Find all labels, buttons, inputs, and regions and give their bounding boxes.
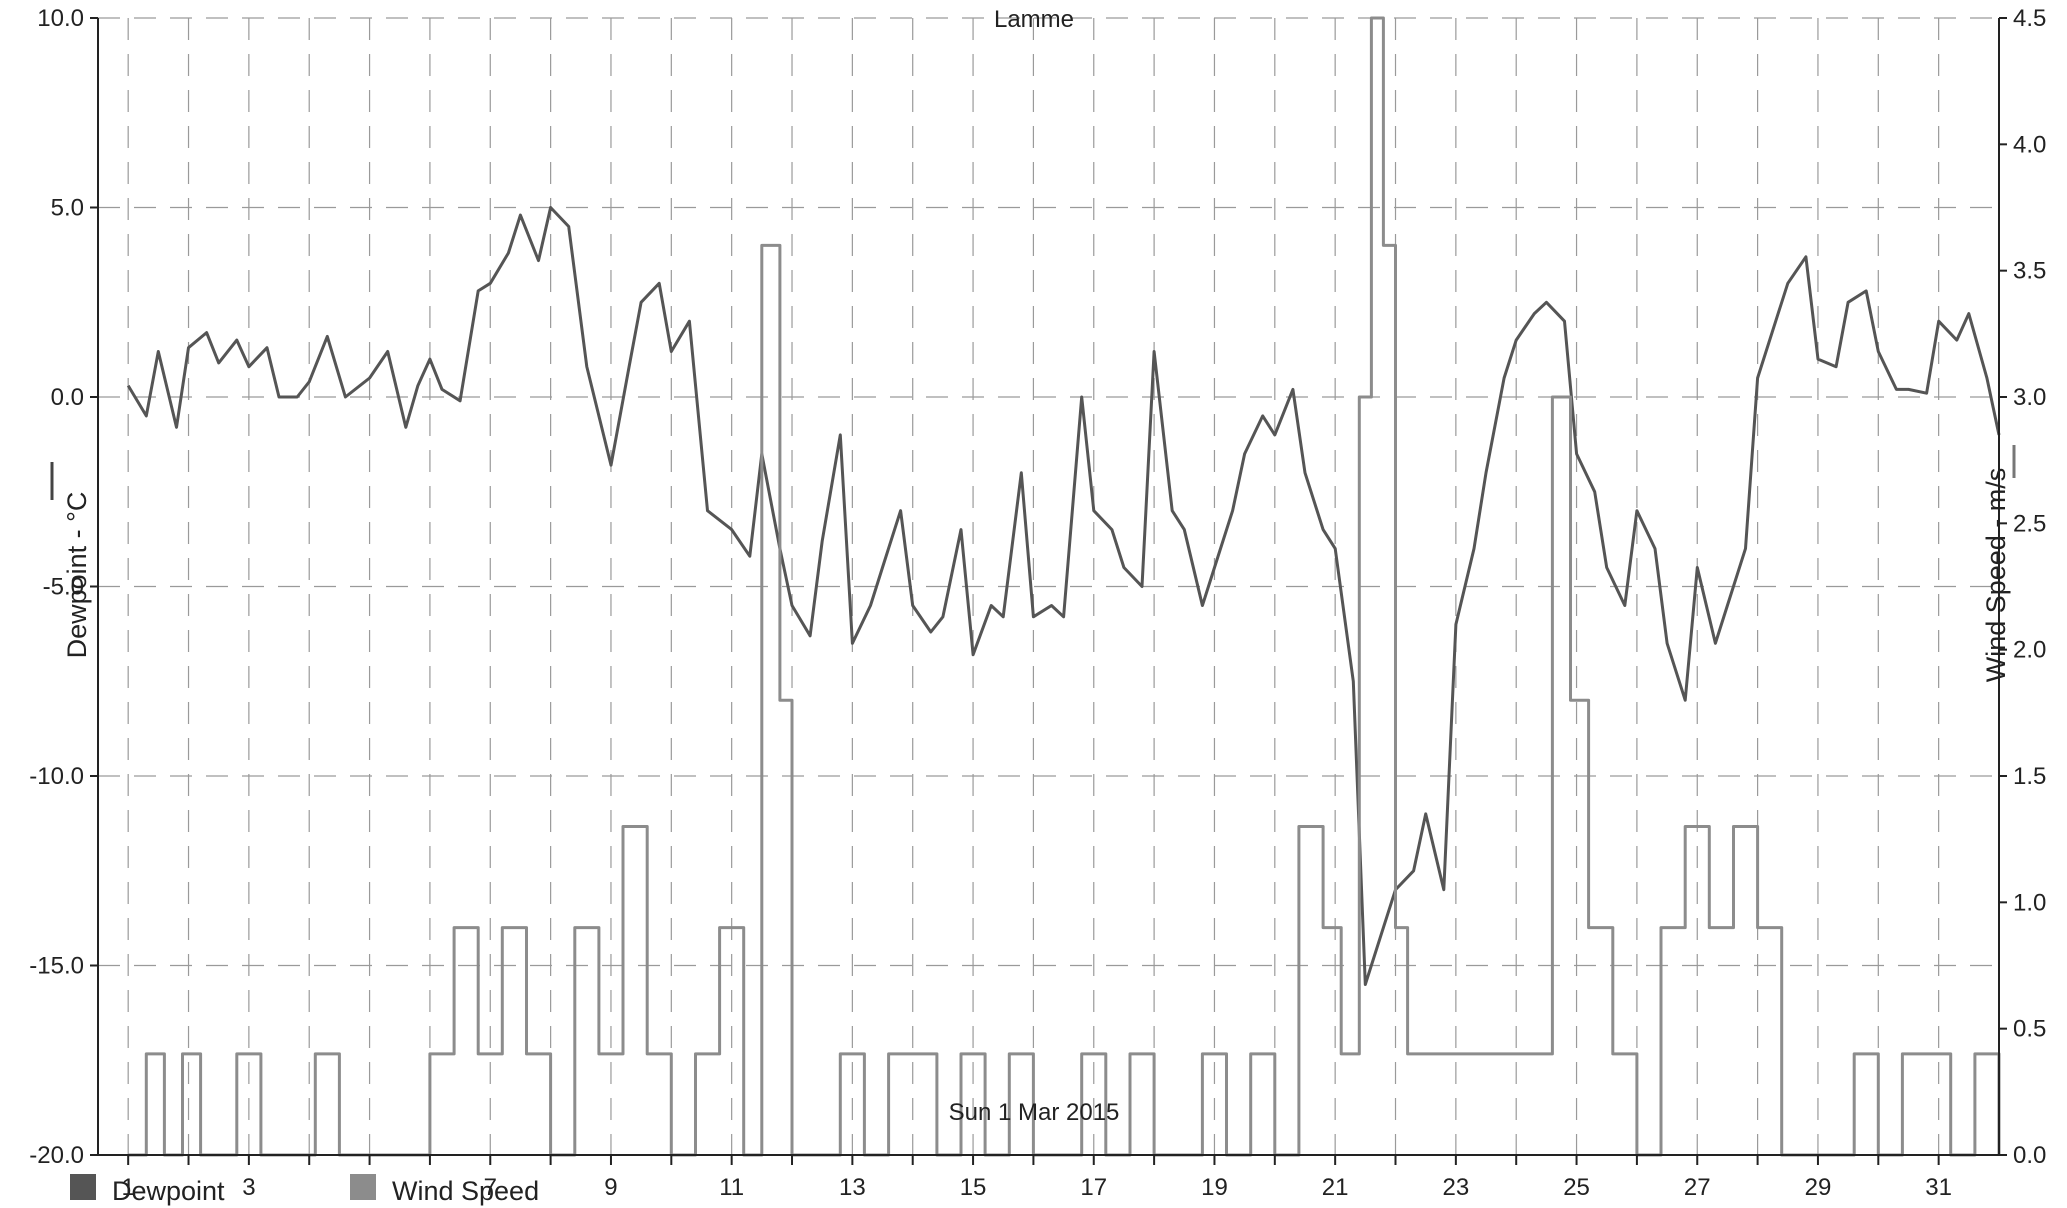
x-tick-label: 3 xyxy=(242,1174,255,1201)
series-line-dewpoint xyxy=(126,206,2001,986)
y-right-tick-label: 1.0 xyxy=(2013,889,2046,916)
y-left-tick-label: 10.0 xyxy=(37,5,84,32)
grid xyxy=(98,17,1999,1156)
y-left-tick-label: -20.0 xyxy=(29,1142,84,1169)
x-tick-label: 27 xyxy=(1684,1174,1711,1201)
legend-swatch-wind-speed xyxy=(350,1174,376,1200)
legend-label-wind-speed: Wind Speed xyxy=(392,1176,539,1206)
x-tick-label: 29 xyxy=(1805,1174,1832,1201)
legend-swatch-dewpoint xyxy=(70,1174,96,1200)
y-right-tick-label: 4.5 xyxy=(2013,5,2046,32)
x-tick-label: 9 xyxy=(604,1174,617,1201)
y-right-tick-label: 0.5 xyxy=(2013,1016,2046,1043)
y-axis-left-title: Dewpoint - °C xyxy=(62,492,92,659)
x-tick-label: 1 xyxy=(121,1174,134,1201)
x-tick-label: 17 xyxy=(1080,1174,1107,1201)
legend-label-dewpoint: Dewpoint xyxy=(112,1176,225,1206)
chart-title: Lamme xyxy=(994,6,1074,33)
x-tick-label: 7 xyxy=(484,1174,497,1201)
y-left-tick-label: 5.0 xyxy=(51,195,84,222)
x-tick-label: 11 xyxy=(719,1174,744,1201)
y-left-tick-label: -10.0 xyxy=(29,763,84,790)
x-tick-label: 31 xyxy=(1925,1174,1952,1201)
y-axis-right-title: Wind Speed - m/s xyxy=(1981,468,2011,683)
y-right-tick-label: 2.0 xyxy=(2013,637,2046,664)
x-tick-label: 25 xyxy=(1563,1174,1590,1201)
y-right-tick-label: 4.0 xyxy=(2013,131,2046,158)
y-right-tick-label: 3.0 xyxy=(2013,384,2046,411)
y-left-tick-label: -5.0 xyxy=(43,574,84,601)
y-right-tick-label: 0.0 xyxy=(2013,1142,2046,1169)
x-tick-label: 13 xyxy=(839,1174,866,1201)
y-left-tick-label: -15.0 xyxy=(29,953,84,980)
x-tick-label: 21 xyxy=(1322,1174,1349,1201)
y-right-tick-label: 2.5 xyxy=(2013,510,2046,537)
x-tick-label: 15 xyxy=(960,1174,987,1201)
axes: 10.05.00.0-5.0-10.0-15.0-20.04.54.03.53.… xyxy=(29,5,2046,1201)
x-tick-label: 23 xyxy=(1443,1174,1470,1201)
date-caption: Sun 1 Mar 2015 xyxy=(949,1099,1120,1126)
y-left-tick-label: 0.0 xyxy=(51,384,84,411)
y-right-tick-label: 3.5 xyxy=(2013,258,2046,285)
x-tick-label: 19 xyxy=(1201,1174,1228,1201)
legend: Dewpoint Wind Speed xyxy=(70,1174,539,1206)
y-right-tick-label: 1.5 xyxy=(2013,763,2046,790)
